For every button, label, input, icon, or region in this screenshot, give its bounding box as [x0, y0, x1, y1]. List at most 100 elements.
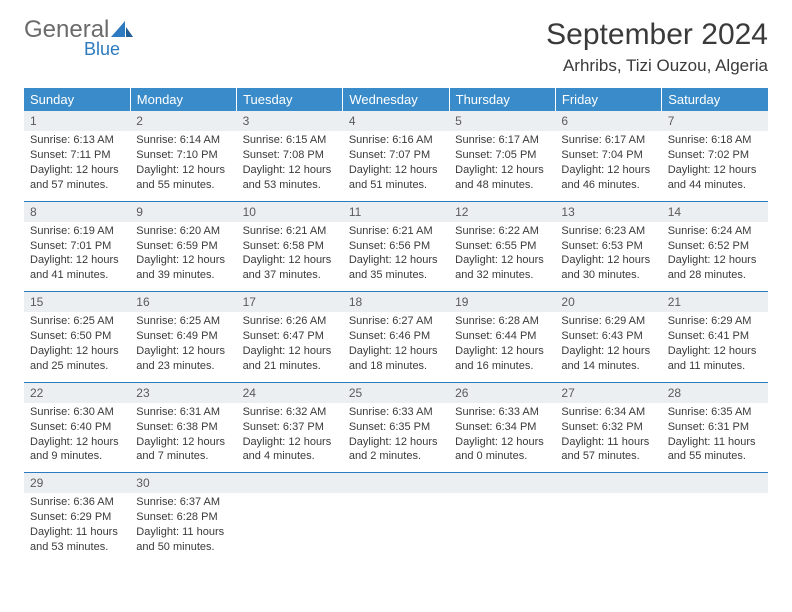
sunrise-line: Sunrise: 6:21 AM [349, 224, 443, 239]
day-details: Sunrise: 6:27 AMSunset: 6:46 PMDaylight:… [349, 314, 443, 373]
sunset-line: Sunset: 7:02 PM [668, 148, 762, 163]
sunrise-line: Sunrise: 6:27 AM [349, 314, 443, 329]
logo-word-blue: Blue [84, 40, 133, 58]
day-number: 4 [343, 111, 449, 131]
day-number: 26 [449, 383, 555, 403]
sunset-line: Sunset: 6:58 PM [243, 239, 337, 254]
day-number: 19 [449, 292, 555, 312]
calendar-day-cell: 1Sunrise: 6:13 AMSunset: 7:11 PMDaylight… [24, 111, 130, 201]
sunset-line: Sunset: 6:56 PM [349, 239, 443, 254]
sunrise-line: Sunrise: 6:29 AM [668, 314, 762, 329]
day-number: 23 [130, 383, 236, 403]
calendar-day-cell: 24Sunrise: 6:32 AMSunset: 6:37 PMDayligh… [237, 382, 343, 473]
day-details: Sunrise: 6:21 AMSunset: 6:58 PMDaylight:… [243, 224, 337, 283]
sunset-line: Sunset: 7:04 PM [561, 148, 655, 163]
calendar-day-cell: 20Sunrise: 6:29 AMSunset: 6:43 PMDayligh… [555, 292, 661, 383]
day-number: 21 [662, 292, 768, 312]
day-details: Sunrise: 6:37 AMSunset: 6:28 PMDaylight:… [136, 495, 230, 554]
day-details: Sunrise: 6:19 AMSunset: 7:01 PMDaylight:… [30, 224, 124, 283]
day-number: 29 [24, 473, 130, 493]
sunset-line: Sunset: 6:43 PM [561, 329, 655, 344]
day-number: 13 [555, 202, 661, 222]
day-number: 2 [130, 111, 236, 131]
day-details: Sunrise: 6:29 AMSunset: 6:41 PMDaylight:… [668, 314, 762, 373]
daylight-line: Daylight: 12 hours and 4 minutes. [243, 435, 337, 465]
day-number: 20 [555, 292, 661, 312]
calendar-day-cell: 10Sunrise: 6:21 AMSunset: 6:58 PMDayligh… [237, 201, 343, 292]
month-title: September 2024 [546, 18, 768, 52]
daylight-line: Daylight: 12 hours and 0 minutes. [455, 435, 549, 465]
day-details: Sunrise: 6:29 AMSunset: 6:43 PMDaylight:… [561, 314, 655, 373]
sunrise-line: Sunrise: 6:29 AM [561, 314, 655, 329]
daylight-line: Daylight: 12 hours and 41 minutes. [30, 253, 124, 283]
daylight-line: Daylight: 12 hours and 57 minutes. [30, 163, 124, 193]
daylight-line: Daylight: 12 hours and 25 minutes. [30, 344, 124, 374]
sunset-line: Sunset: 6:28 PM [136, 510, 230, 525]
daylight-line: Daylight: 11 hours and 57 minutes. [561, 435, 655, 465]
day-number: 6 [555, 111, 661, 131]
weekday-header: Wednesday [343, 88, 449, 111]
sunset-line: Sunset: 7:11 PM [30, 148, 124, 163]
location-subtitle: Arhribs, Tizi Ouzou, Algeria [546, 56, 768, 76]
calendar-day-cell: 12Sunrise: 6:22 AMSunset: 6:55 PMDayligh… [449, 201, 555, 292]
day-number: 3 [237, 111, 343, 131]
sunset-line: Sunset: 7:08 PM [243, 148, 337, 163]
sunset-line: Sunset: 6:29 PM [30, 510, 124, 525]
calendar-day-cell: 11 Sunrise: 6:21 AMSunset: 6:56 PMDayligh… [343, 201, 449, 292]
day-number: 12 [449, 202, 555, 222]
day-number: 15 [24, 292, 130, 312]
calendar-day-cell: 30Sunrise: 6:37 AMSunset: 6:28 PMDayligh… [130, 473, 236, 563]
sunrise-line: Sunrise: 6:16 AM [349, 133, 443, 148]
daylight-line: Daylight: 12 hours and 23 minutes. [136, 344, 230, 374]
day-details: Sunrise: 6:26 AMSunset: 6:47 PMDaylight:… [243, 314, 337, 373]
sunrise-line: Sunrise: 6:14 AM [136, 133, 230, 148]
day-number: 27 [555, 383, 661, 403]
day-details: Sunrise: 6:33 AMSunset: 6:35 PMDaylight:… [349, 405, 443, 464]
day-number: 11 [343, 202, 449, 222]
calendar-day-cell: 23Sunrise: 6:31 AMSunset: 6:38 PMDayligh… [130, 382, 236, 473]
page-header: General Blue September 2024 Arhribs, Tiz… [24, 18, 768, 76]
daylight-line: Daylight: 12 hours and 28 minutes. [668, 253, 762, 283]
weekday-header: Monday [130, 88, 236, 111]
day-details: Sunrise: 6:25 AMSunset: 6:50 PMDaylight:… [30, 314, 124, 373]
day-number: 8 [24, 202, 130, 222]
day-details: Sunrise: 6:36 AMSunset: 6:29 PMDaylight:… [30, 495, 124, 554]
sunset-line: Sunset: 6:47 PM [243, 329, 337, 344]
day-details: Sunrise: 6:14 AMSunset: 7:10 PMDaylight:… [136, 133, 230, 192]
day-details: Sunrise: 6:33 AMSunset: 6:34 PMDaylight:… [455, 405, 549, 464]
calendar-week-row: 22 Sunrise: 6:30 AMSunset: 6:40 PM Dayligh… [24, 382, 768, 473]
sunrise-line: Sunrise: 6:34 AM [561, 405, 655, 420]
calendar-day-cell: 25Sunrise: 6:33 AMSunset: 6:35 PMDayligh… [343, 382, 449, 473]
daylight-line: Daylight: 12 hours and 37 minutes. [243, 253, 337, 283]
calendar-week-row: 1Sunrise: 6:13 AMSunset: 7:11 PMDaylight… [24, 111, 768, 201]
day-number: 18 [343, 292, 449, 312]
calendar-day-cell: 5Sunrise: 6:17 AMSunset: 7:05 PMDaylight… [449, 111, 555, 201]
calendar-day-cell: 4Sunrise: 6:16 AMSunset: 7:07 PMDaylight… [343, 111, 449, 201]
day-number: 22 [24, 383, 130, 403]
daylight-line: Daylight: 12 hours and 30 minutes. [561, 253, 655, 283]
day-number: 1 [24, 111, 130, 131]
sunrise-line: Sunrise: 6:36 AM [30, 495, 124, 510]
sunrise-line: Sunrise: 6:35 AM [668, 405, 762, 420]
weekday-header: Saturday [662, 88, 768, 111]
day-number: 17 [237, 292, 343, 312]
daylight-line: Daylight: 12 hours and 35 minutes. [349, 253, 443, 283]
weekday-header: Friday [555, 88, 661, 111]
daylight-line: Daylight: 12 hours and 14 minutes. [561, 344, 655, 374]
calendar-day-cell: 16Sunrise: 6:25 AMSunset: 6:49 PMDayligh… [130, 292, 236, 383]
daylight-line: Daylight: 11 hours and 53 minutes. [30, 525, 124, 555]
calendar-day-cell: 22Sunrise: 6:30 AMSunset: 6:40 PMDayligh… [24, 382, 130, 473]
sunrise-line: Sunrise: 6:37 AM [136, 495, 230, 510]
sunset-line: Sunset: 7:01 PM [30, 239, 124, 254]
sunset-line: Sunset: 6:55 PM [455, 239, 549, 254]
sunset-line: Sunset: 6:40 PM [30, 420, 124, 435]
calendar-day-cell [555, 473, 661, 563]
daylight-line: Daylight: 11 hours and 50 minutes. [136, 525, 230, 555]
sunrise-line: Sunrise: 6:30 AM [30, 405, 124, 420]
calendar-day-cell: 15Sunrise: 6:25 AMSunset: 6:50 PMDayligh… [24, 292, 130, 383]
daylight-line: Daylight: 12 hours and 21 minutes. [243, 344, 337, 374]
logo-sail-icon [111, 21, 133, 39]
sunrise-line: Sunrise: 6:17 AM [455, 133, 549, 148]
weekday-header: Tuesday [237, 88, 343, 111]
sunrise-line: Sunrise: 6:33 AM [455, 405, 549, 420]
